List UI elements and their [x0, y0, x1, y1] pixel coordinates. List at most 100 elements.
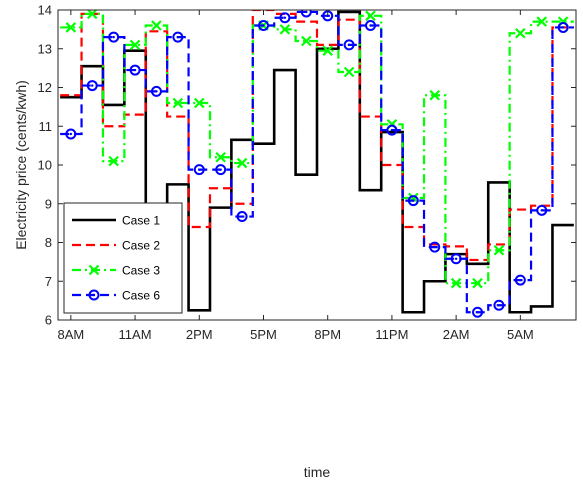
circle-marker	[514, 274, 526, 286]
circle-marker-dot	[497, 304, 501, 307]
circle-marker	[236, 211, 248, 223]
y-tick-label: 13	[38, 41, 52, 56]
circle-marker-dot	[390, 128, 394, 132]
circle-marker	[193, 164, 205, 176]
x-tick-label: 2PM	[186, 327, 213, 342]
circle-marker	[429, 241, 441, 253]
circle-marker	[86, 80, 98, 92]
x-marker	[472, 277, 483, 289]
circle-marker-dot	[176, 35, 180, 39]
y-tick-label: 6	[45, 313, 52, 328]
circle-marker-dot	[326, 14, 329, 18]
circle-marker	[407, 195, 419, 207]
circle-marker-dot	[91, 84, 94, 87]
legend-label: Case 3	[122, 264, 160, 278]
x-tick-label: 8AM	[57, 327, 84, 342]
circle-marker	[386, 124, 398, 136]
circle-marker	[257, 20, 269, 31]
legend-entry: Case 6	[72, 289, 160, 303]
circle-marker-dot	[412, 199, 415, 202]
circle-marker	[493, 299, 505, 311]
x-tick-label: 5AM	[507, 327, 534, 342]
series-line	[60, 10, 574, 314]
legend-entry: Case 1	[72, 214, 160, 228]
legend-label: Case 6	[122, 289, 160, 303]
y-tick-label: 7	[45, 274, 52, 289]
circle-marker	[172, 31, 184, 43]
circle-marker	[536, 204, 548, 216]
circle-marker-dot	[219, 168, 222, 171]
x-marker	[450, 277, 462, 289]
circle-marker	[129, 64, 141, 76]
x-marker	[279, 24, 291, 35]
x-marker	[108, 155, 119, 167]
circle-marker-dot	[561, 26, 565, 29]
y-tick-label: 14	[38, 3, 52, 18]
circle-marker-dot	[476, 311, 479, 314]
x-marker	[86, 10, 98, 20]
x-marker	[515, 27, 526, 39]
legend: Case 1 Case 2 Case 3 Case 6	[63, 202, 183, 314]
y-axis-label: Electricity price (cents/kwh)	[13, 80, 29, 250]
circle-marker-dot	[283, 16, 287, 19]
circle-marker-dot	[433, 245, 436, 249]
x-tick-label: 8PM	[314, 327, 341, 342]
y-tick-label: 12	[38, 80, 52, 95]
series-case-3	[60, 10, 574, 289]
circle-marker	[65, 128, 77, 140]
circle-marker-dot	[262, 24, 265, 27]
circle-marker	[215, 164, 227, 176]
circle-marker	[300, 10, 312, 18]
y-tick-label: 8	[45, 235, 52, 250]
legend-entry: Case 2	[72, 239, 160, 253]
plot-frame	[57, 9, 577, 321]
circle-marker	[279, 12, 291, 24]
x-marker	[236, 157, 248, 169]
x-marker	[193, 97, 205, 109]
x-axis-label: time	[304, 464, 331, 480]
series-case-6	[60, 10, 574, 318]
circle-marker	[450, 253, 462, 265]
x-tick-label: 11PM	[375, 327, 408, 342]
x-tick-label: 5PM	[250, 327, 277, 342]
circle-marker	[343, 39, 355, 51]
series-line	[60, 12, 574, 285]
legend-entry: Case 3	[72, 264, 160, 278]
circle-marker-dot	[369, 24, 372, 27]
x-tick-label: 2AM	[443, 327, 470, 342]
circle-marker	[365, 20, 377, 31]
legend-box	[63, 202, 183, 314]
x-marker	[493, 244, 505, 256]
circle-marker	[108, 31, 120, 43]
circle-marker-dot	[347, 43, 351, 47]
y-tick-label: 11	[39, 119, 53, 134]
circle-marker-dot	[454, 257, 458, 260]
circle-marker-dot	[112, 35, 115, 39]
x-tick-label: 11AM	[119, 327, 152, 342]
circle-marker-dot	[155, 90, 158, 93]
x-marker	[172, 97, 184, 109]
x-marker	[536, 16, 548, 27]
circle-marker-dot	[519, 278, 522, 282]
circle-marker-dot	[92, 293, 96, 297]
circle-marker-dot	[540, 209, 543, 212]
axes-layer: 6 7 8 9 10 11 12 13 14 8AM 11AM 2PM 5PM 8PM 11PM 2AM 5AM	[38, 3, 576, 342]
legend-label: Case 1	[122, 214, 160, 228]
circle-marker-dot	[198, 168, 201, 171]
circle-marker	[472, 306, 484, 318]
x-marker	[343, 66, 355, 78]
y-tick-label: 10	[38, 158, 52, 173]
y-tick-label: 9	[45, 196, 52, 211]
x-marker	[65, 22, 77, 33]
circle-marker	[557, 21, 569, 33]
x-marker	[301, 35, 312, 47]
x-marker	[88, 264, 100, 276]
x-marker	[151, 20, 162, 31]
legend-label: Case 2	[122, 239, 160, 253]
circle-marker-dot	[69, 132, 73, 136]
circle-marker	[88, 289, 100, 301]
x-marker	[365, 10, 376, 22]
x-marker	[129, 39, 141, 51]
circle-marker-dot	[305, 10, 308, 14]
